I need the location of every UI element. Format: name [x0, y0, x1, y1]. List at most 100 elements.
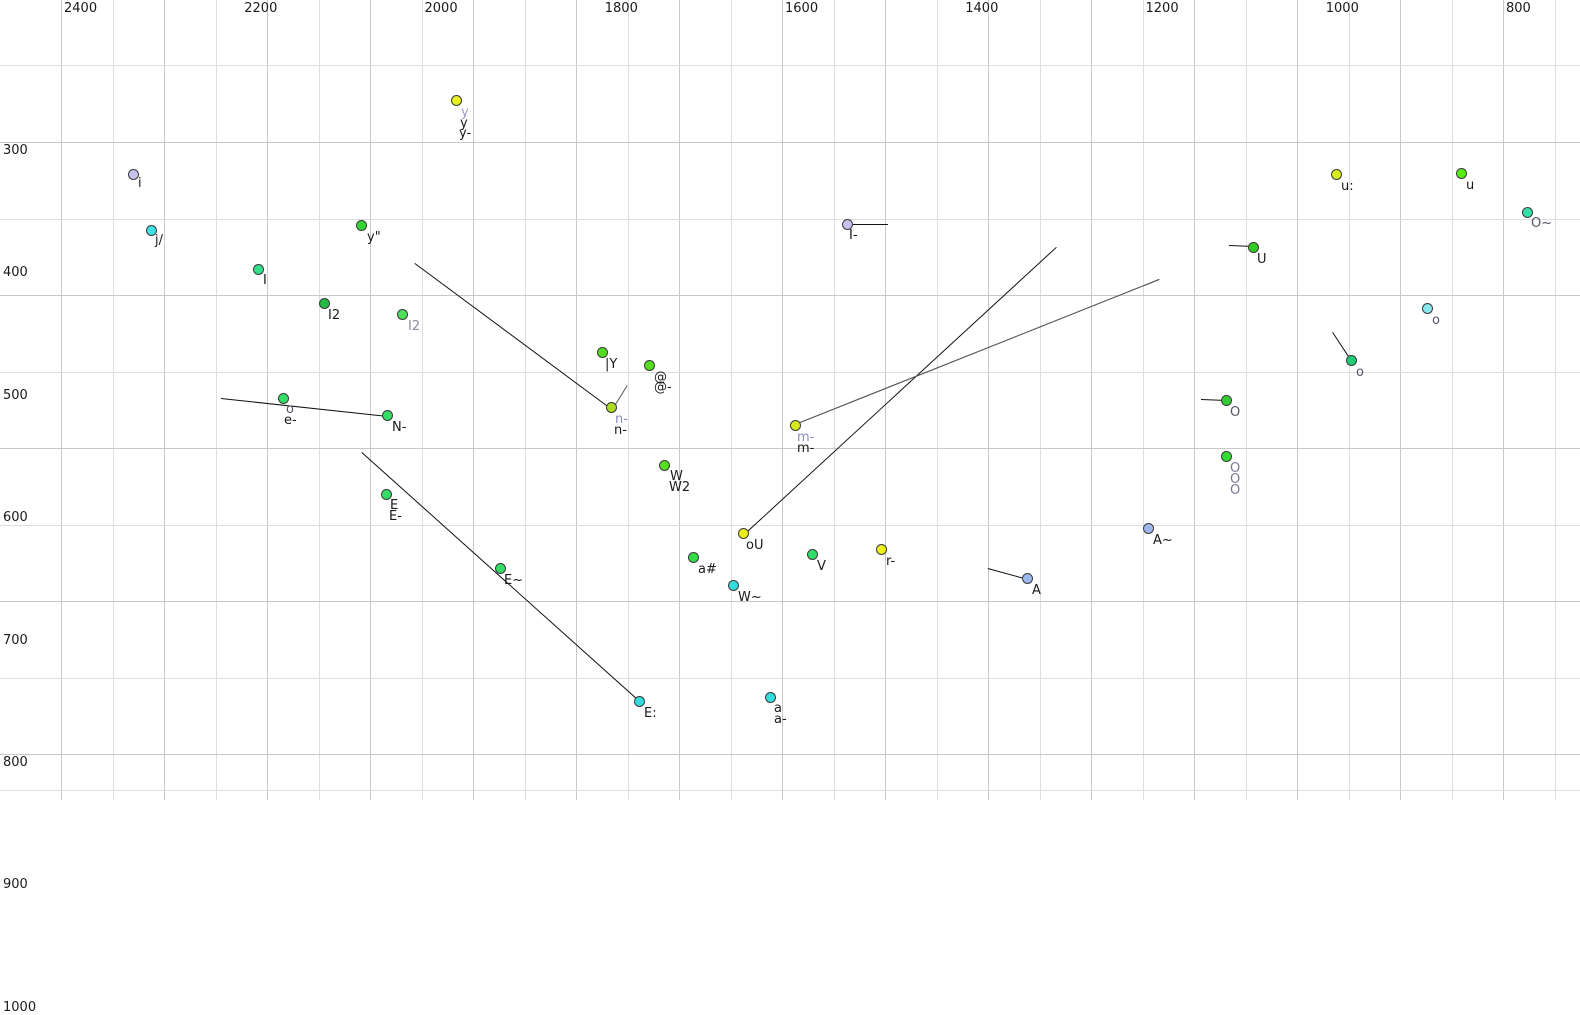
data-point-marker[interactable]: [278, 393, 289, 404]
data-point-label: a-: [774, 712, 787, 727]
data-point-marker[interactable]: [728, 580, 739, 591]
gridline-vertical: [1503, 0, 1504, 800]
data-point-marker[interactable]: [1456, 168, 1467, 179]
data-point-marker[interactable]: [1331, 169, 1342, 180]
data-point-marker[interactable]: [634, 696, 645, 707]
gridline-vertical: [61, 0, 62, 800]
data-point-marker[interactable]: [356, 220, 367, 231]
data-point-label: O: [1230, 483, 1241, 498]
data-point-marker[interactable]: [451, 95, 462, 106]
data-point-marker[interactable]: [1248, 242, 1259, 253]
gridline-vertical: [628, 0, 629, 800]
data-point-marker[interactable]: [1522, 207, 1533, 218]
gridline-vertical: [885, 0, 886, 800]
y-axis-tick-label: 400: [3, 265, 28, 281]
data-point-label: I2: [328, 308, 341, 323]
x-axis-tick-label: 1400: [965, 1, 999, 16]
gridline-vertical: [576, 0, 577, 800]
connector-line: [744, 247, 1057, 535]
data-point-label: U: [1257, 252, 1267, 267]
data-point-label: O: [1230, 405, 1241, 420]
data-point-label: m-: [797, 441, 815, 456]
data-point-marker[interactable]: [597, 347, 608, 358]
gridline-horizontal: [0, 525, 1580, 526]
gridline-horizontal: [0, 448, 1580, 449]
data-point-label: W2: [669, 480, 691, 495]
gridline-horizontal: [0, 601, 1580, 602]
x-axis-tick-label: 2000: [424, 1, 458, 16]
gridline-vertical: [782, 0, 783, 800]
data-point-marker[interactable]: [659, 460, 670, 471]
data-point-label: I: [263, 273, 267, 288]
data-point-marker[interactable]: [1143, 523, 1154, 534]
gridline-vertical: [1452, 0, 1453, 800]
data-point-label: A: [1032, 583, 1041, 598]
connector-line: [795, 279, 1160, 425]
data-point-marker[interactable]: [606, 402, 617, 413]
data-point-marker[interactable]: [397, 309, 408, 320]
data-point-marker[interactable]: [495, 563, 506, 574]
data-point-label: m-: [797, 430, 815, 445]
y-axis-tick-label: 900: [3, 877, 28, 893]
x-axis-tick-label: 1600: [785, 1, 819, 16]
data-point-marker[interactable]: [644, 360, 655, 371]
gridline-vertical: [1091, 0, 1092, 800]
data-point-label: y: [460, 116, 468, 131]
connector-line: [848, 224, 888, 225]
x-axis-tick-label: 800: [1506, 1, 1531, 16]
data-point-label: n-: [614, 423, 627, 438]
gridline-vertical: [164, 0, 165, 800]
gridline-horizontal: [0, 295, 1580, 296]
data-point-label: r-: [886, 554, 896, 569]
data-point-label: E~: [504, 573, 524, 588]
gridline-vertical: [525, 0, 526, 800]
gridline-horizontal: [0, 65, 1580, 66]
data-point-label: @: [654, 370, 667, 385]
data-point-marker[interactable]: [790, 420, 801, 431]
data-point-marker[interactable]: [381, 489, 392, 500]
data-point-marker[interactable]: [688, 552, 699, 563]
data-point-marker[interactable]: [1221, 451, 1232, 462]
y-axis-tick-label: 600: [3, 510, 28, 526]
y-axis-tick-label: 300: [3, 143, 28, 158]
data-point-label: a#: [698, 562, 717, 577]
data-point-label: W~: [738, 590, 762, 605]
data-point-label: j/: [155, 233, 163, 248]
data-point-label: i: [138, 176, 142, 191]
data-point-marker[interactable]: [1022, 573, 1033, 584]
data-point-marker[interactable]: [738, 528, 749, 539]
gridline-vertical: [422, 0, 423, 800]
data-point-marker[interactable]: [1346, 355, 1357, 366]
data-point-label: oU: [746, 538, 764, 553]
data-point-marker[interactable]: [253, 264, 264, 275]
data-point-marker[interactable]: [807, 549, 818, 560]
data-point-marker[interactable]: [1221, 395, 1232, 406]
y-axis-tick-label: 800: [3, 755, 28, 770]
data-point-label: n-: [615, 412, 628, 427]
data-point-marker[interactable]: [146, 225, 157, 236]
data-point-marker[interactable]: [319, 298, 330, 309]
gridline-vertical: [1400, 0, 1401, 800]
data-point-marker[interactable]: [382, 410, 393, 421]
gridline-vertical: [319, 0, 320, 800]
gridline-vertical: [1143, 0, 1144, 800]
gridline-horizontal: [0, 790, 1580, 791]
gridline-vertical: [1297, 0, 1298, 800]
gridline-vertical: [216, 0, 217, 800]
gridline-vertical: [731, 0, 732, 800]
data-point-marker[interactable]: [128, 169, 139, 180]
gridline-horizontal: [0, 754, 1580, 755]
data-point-marker[interactable]: [1422, 303, 1433, 314]
data-point-marker[interactable]: [876, 544, 887, 555]
data-point-label: |Y: [605, 357, 618, 372]
x-axis-tick-label: 2400: [64, 1, 98, 16]
data-point-label: y: [461, 105, 469, 120]
data-point-label: u: [1466, 178, 1475, 193]
data-point-label: I2: [408, 319, 421, 334]
data-point-label: A~: [1153, 533, 1173, 548]
data-point-label: o: [286, 402, 294, 417]
data-point-marker[interactable]: [765, 692, 776, 703]
data-point-label: y-: [459, 126, 472, 141]
data-point-marker[interactable]: [842, 219, 853, 230]
